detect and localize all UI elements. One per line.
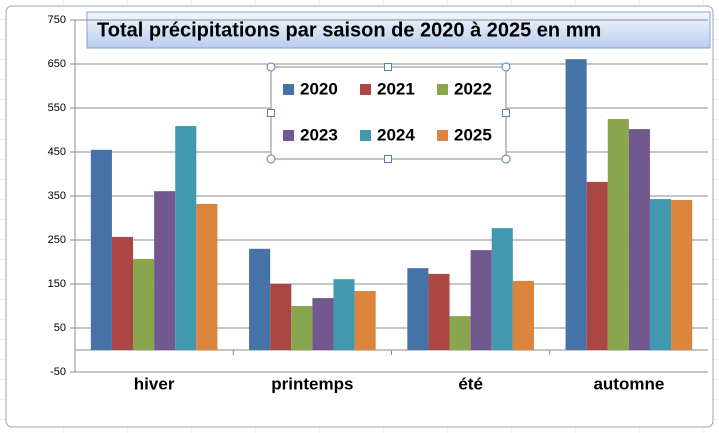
- title-box: [86, 11, 711, 49]
- bar: [607, 119, 629, 350]
- legend-swatch: [283, 130, 294, 141]
- legend-label: 2025: [454, 125, 492, 144]
- bar: [512, 280, 534, 350]
- y-tick-label: -50: [50, 366, 66, 378]
- x-tick-label: hiver: [134, 374, 175, 393]
- y-tick-label: 50: [54, 322, 66, 334]
- x-tick-label: printemps: [271, 374, 353, 393]
- bar: [249, 248, 271, 350]
- y-tick-label: 350: [48, 190, 66, 202]
- bar: [333, 279, 355, 350]
- chart-title: Total précipitations par saison de 2020 …: [97, 19, 601, 41]
- bar: [449, 316, 471, 350]
- selection-handle: [502, 109, 510, 117]
- bar: [470, 250, 492, 350]
- legend-box: [270, 66, 507, 160]
- bar: [111, 236, 134, 350]
- y-tick-label: 450: [48, 146, 66, 158]
- selection-handle: [501, 154, 511, 164]
- bar: [428, 273, 450, 350]
- legend-label: 2024: [377, 125, 415, 144]
- selection-handle: [501, 62, 511, 72]
- bar: [354, 291, 376, 350]
- bar: [407, 268, 429, 350]
- legend-swatch: [437, 84, 448, 95]
- bar: [90, 149, 112, 350]
- selection-handle: [266, 62, 276, 72]
- x-tick-label: été: [458, 374, 483, 393]
- y-tick-label: 150: [48, 278, 66, 290]
- bar: [671, 199, 693, 350]
- y-tick-label: 250: [48, 234, 66, 246]
- legend-swatch: [283, 84, 294, 95]
- selection-handle: [266, 154, 276, 164]
- y-tick-label: 550: [48, 102, 66, 114]
- selection-handle: [384, 63, 392, 71]
- bar: [154, 191, 176, 350]
- bar: [586, 181, 608, 350]
- bar: [565, 59, 587, 350]
- bar: [196, 203, 218, 350]
- bar: [312, 298, 334, 350]
- selection-handle: [267, 109, 275, 117]
- legend-label: 2022: [454, 79, 492, 98]
- legend-swatch: [437, 130, 448, 141]
- legend-label: 2023: [300, 125, 338, 144]
- legend-label: 2020: [300, 79, 338, 98]
- bar: [491, 228, 513, 350]
- selection-handle: [384, 155, 392, 163]
- legend-swatch: [360, 84, 371, 95]
- bar: [628, 129, 650, 350]
- legend-swatch: [360, 130, 371, 141]
- bar: [291, 306, 313, 350]
- bar: [133, 258, 155, 350]
- y-tick-label: 650: [48, 58, 66, 70]
- bar: [649, 199, 672, 350]
- bar: [175, 126, 197, 350]
- bar: [270, 284, 292, 350]
- y-tick-label: 750: [48, 14, 66, 26]
- legend-label: 2021: [377, 79, 415, 98]
- x-tick-label: automne: [593, 374, 664, 393]
